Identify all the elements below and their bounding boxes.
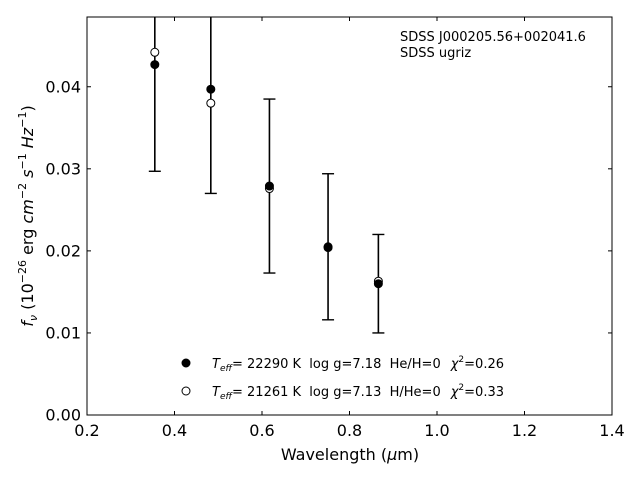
axis-ticks: 0.2 0.4 0.6 0.8 1.0 1.2 1.4 0.00 0.01 0.02 0.03 0.0… — [45, 17, 625, 440]
legend-marker-open — [181, 386, 191, 396]
legend-entry-2: Teff= 21261 K log g=7.13 H/He=0 χ2=0.33 — [212, 383, 504, 402]
x-tick-label: 0.8 — [337, 421, 362, 440]
annotation-survey: SDSS ugriz — [400, 46, 471, 61]
y-tick-label: 0.00 — [45, 406, 81, 425]
y-axis-label: fν (10−26 erg cm−2 s−1 Hz−1) — [16, 105, 40, 326]
x-tick-label: 1.0 — [424, 421, 449, 440]
x-tick-label: 1.2 — [512, 421, 537, 440]
y-tick-label: 0.01 — [45, 323, 81, 342]
legend-marker-filled — [181, 358, 191, 368]
x-tick-label: 0.2 — [74, 421, 99, 440]
y-tick-label: 0.04 — [45, 77, 81, 96]
data-points — [150, 47, 383, 289]
model-point-filled — [206, 84, 216, 94]
y-tick-label: 0.02 — [45, 241, 81, 260]
model-point-open — [150, 47, 160, 57]
legend-entry-1: Teff= 22290 K log g=7.18 He/H=0 χ2=0.26 — [212, 355, 504, 374]
model-point-open — [206, 98, 216, 108]
x-tick-label: 0.4 — [162, 421, 187, 440]
annotation: SDSS J000205.56+002041.6 SDSS ugriz — [400, 30, 586, 61]
model-point-filled — [373, 279, 383, 289]
annotation-object: SDSS J000205.56+002041.6 — [400, 30, 586, 45]
y-tick-label: 0.03 — [45, 159, 81, 178]
model-point-filled — [264, 181, 274, 191]
x-tick-label: 1.4 — [599, 421, 624, 440]
model-point-filled — [150, 60, 160, 70]
legend: Teff= 22290 K log g=7.18 He/H=0 χ2=0.26 T… — [181, 355, 504, 402]
error-bars — [148, 17, 385, 334]
plot-frame — [86, 16, 613, 416]
x-axis-label: Wavelength (μm) — [281, 445, 419, 464]
model-point-filled — [323, 242, 333, 252]
x-tick-label: 0.6 — [249, 421, 274, 440]
